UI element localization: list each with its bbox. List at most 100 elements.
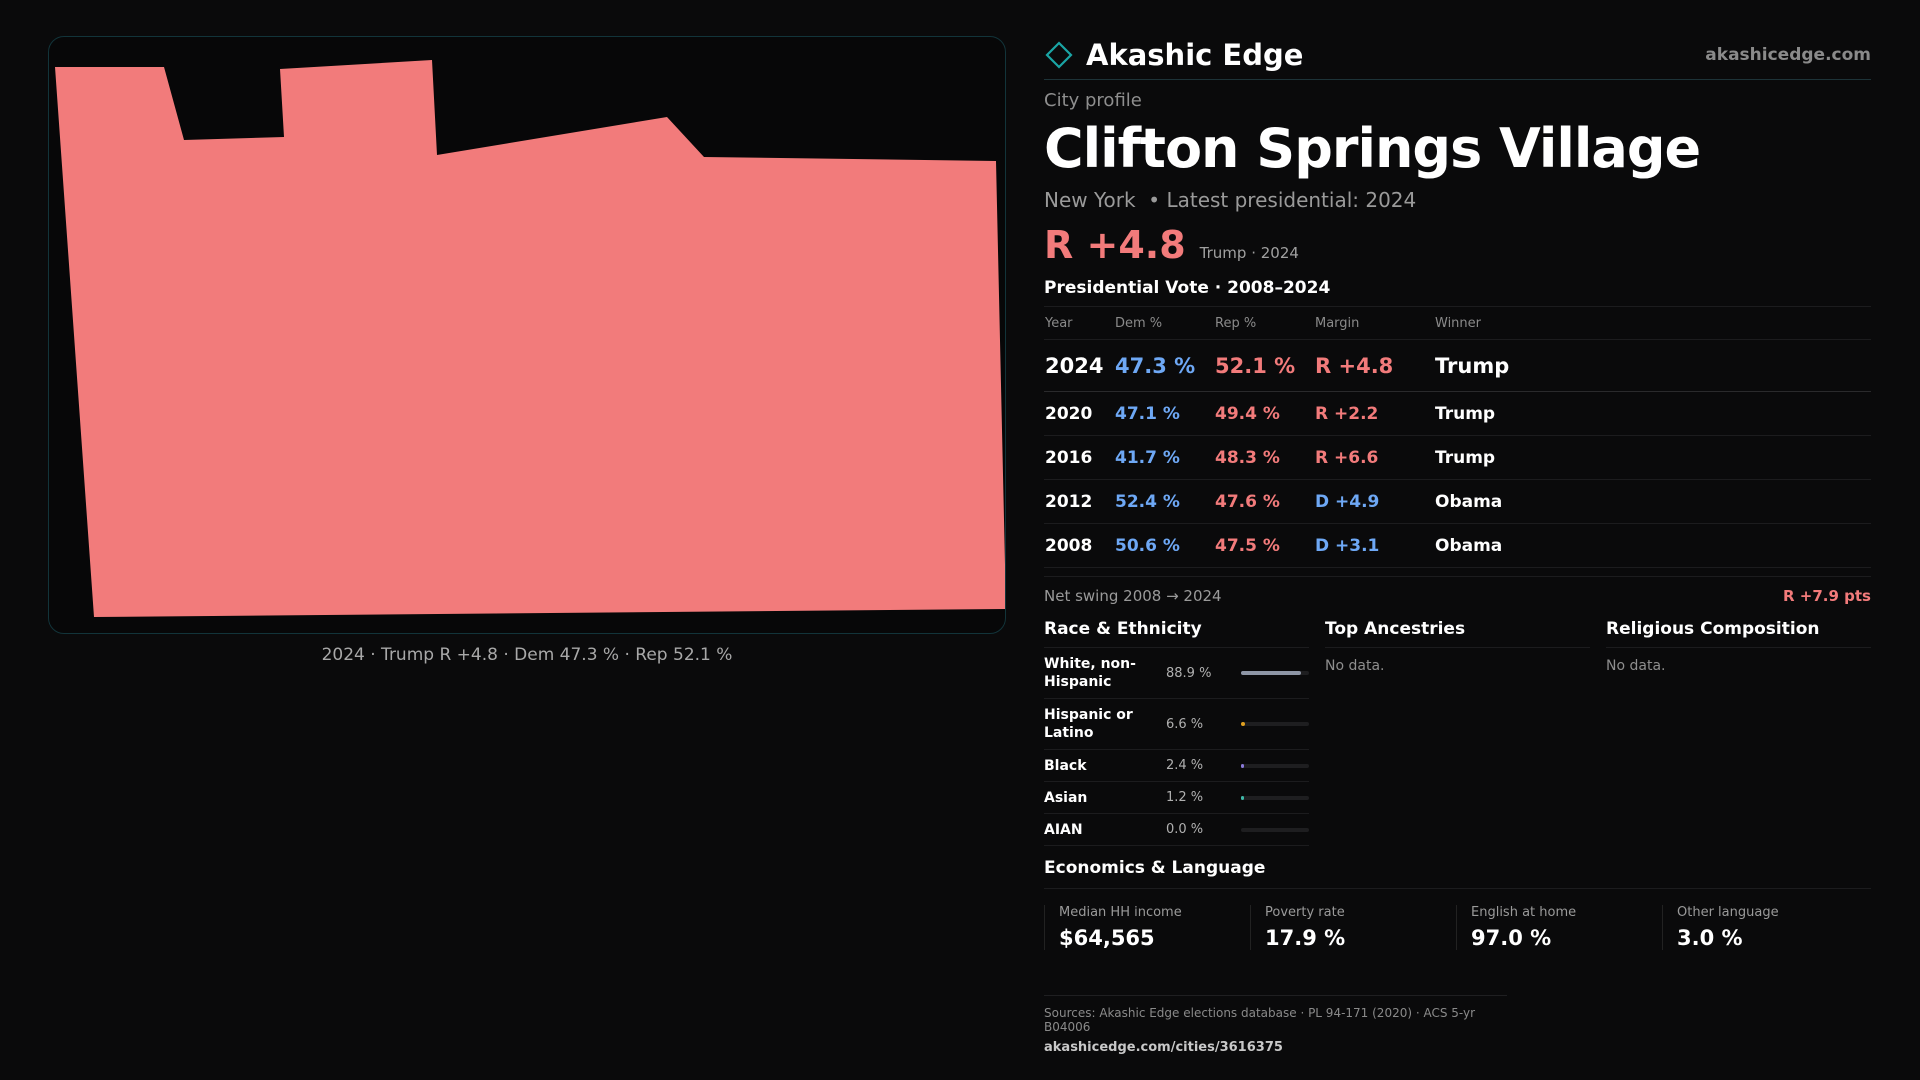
dem-cell: 41.7 %	[1114, 435, 1214, 480]
year-cell: 2024	[1044, 339, 1114, 392]
dem-cell: 52.4 %	[1114, 479, 1214, 524]
race-list: White, non-Hispanic 88.9 % Hispanic or Lat…	[1044, 648, 1309, 846]
race-bar	[1241, 795, 1309, 800]
winner-cell: Trump	[1434, 391, 1871, 436]
rep-cell: 48.3 %	[1214, 435, 1314, 480]
econ-card-income: Median HH income $64,565	[1044, 905, 1250, 950]
year-cell: 2020	[1044, 391, 1114, 436]
econ-value: 97.0 %	[1471, 926, 1552, 950]
margin-cell: R +4.8	[1314, 339, 1434, 392]
econ-label: Poverty rate	[1265, 905, 1345, 920]
margin-cell: R +6.6	[1314, 435, 1434, 480]
race-bar-fill	[1241, 722, 1246, 726]
table-row: 2012 52.4 % 47.6 % D +4.9 Obama	[1044, 479, 1871, 524]
diamond-logo-icon	[1045, 40, 1073, 69]
demographics-columns: Race & Ethnicity White, non-Hispanic 88.9…	[1044, 619, 1871, 846]
race-percent: 6.6 %	[1166, 716, 1204, 732]
year-cell: 2016	[1044, 435, 1114, 480]
footer: Sources: Akashic Edge elections database…	[1044, 995, 1507, 1055]
econ-card-english: English at home 97.0 %	[1456, 905, 1662, 950]
economics-cards: Median HH income $64,565 Poverty rate 17…	[1044, 905, 1871, 950]
winner-cell: Trump	[1434, 339, 1871, 392]
header: Akashic Edge akashicedge.com	[1044, 30, 1871, 80]
net-swing-label: Net swing 2008 → 2024	[1044, 587, 1222, 605]
table-row: 2016 41.7 % 48.3 % R +6.6 Trump	[1044, 435, 1871, 480]
race-label: Black	[1044, 757, 1087, 774]
race-row: AIAN 0.0 %	[1044, 814, 1309, 846]
religion-section-title: Religious Composition	[1606, 619, 1871, 648]
religion-section: Religious Composition No data.	[1606, 619, 1871, 846]
race-row: Black 2.4 %	[1044, 750, 1309, 782]
net-swing: Net swing 2008 → 2024 R +7.9 pts	[1044, 576, 1871, 605]
race-row: Hispanic or Latino 6.6 %	[1044, 699, 1309, 750]
race-label: Asian	[1044, 789, 1088, 806]
race-percent: 2.4 %	[1166, 758, 1204, 773]
race-label: AIAN	[1044, 821, 1083, 838]
net-swing-value: R +7.9 pts	[1783, 587, 1871, 605]
race-row: White, non-Hispanic 88.9 %	[1044, 648, 1309, 699]
margin-cell: R +2.2	[1314, 391, 1434, 436]
econ-card-other-language: Other language 3.0 %	[1662, 905, 1868, 950]
religion-empty: No data.	[1606, 658, 1666, 674]
ancestry-empty: No data.	[1325, 658, 1385, 674]
race-bar	[1241, 827, 1309, 832]
header-winner: Winner	[1434, 307, 1871, 340]
econ-value: 3.0 %	[1677, 926, 1743, 950]
table-row: 2020 47.1 % 49.4 % R +2.2 Trump	[1044, 391, 1871, 436]
header-dem: Dem %	[1114, 307, 1214, 340]
vote-table-header: Year Dem % Rep % Margin Winner	[1044, 307, 1871, 340]
race-section-title: Race & Ethnicity	[1044, 619, 1309, 648]
winner-cell: Trump	[1434, 435, 1871, 480]
race-percent: 0.0 %	[1166, 822, 1204, 837]
race-bar	[1241, 763, 1309, 768]
header-rep: Rep %	[1214, 307, 1314, 340]
econ-label: Median HH income	[1059, 905, 1182, 920]
brand-url-link[interactable]: akashicedge.com	[1705, 44, 1871, 65]
page-eyebrow: City profile	[1044, 90, 1142, 111]
race-row: Asian 1.2 %	[1044, 782, 1309, 814]
rep-cell: 52.1 %	[1214, 339, 1314, 392]
headline-margin: R +4.8 Trump · 2024	[1044, 226, 1871, 264]
dem-cell: 50.6 %	[1114, 523, 1214, 568]
margin-cell: D +4.9	[1314, 479, 1434, 524]
rep-cell: 47.6 %	[1214, 479, 1314, 524]
race-bar-fill	[1241, 795, 1244, 800]
brand[interactable]: Akashic Edge	[1044, 38, 1303, 72]
headline-margin-value: R +4.8	[1044, 223, 1186, 267]
winner-cell: Obama	[1434, 523, 1871, 568]
margin-cell: D +3.1	[1314, 523, 1434, 568]
ancestry-section-title: Top Ancestries	[1325, 619, 1590, 648]
vote-section-title: Presidential Vote · 2008–2024	[1044, 278, 1871, 307]
page-title: Clifton Springs Village	[1044, 117, 1701, 180]
table-row: 2024 47.3 % 52.1 % R +4.8 Trump	[1044, 339, 1871, 392]
table-row: 2008 50.6 % 47.5 % D +3.1 Obama	[1044, 523, 1871, 568]
headline-margin-note: Trump · 2024	[1199, 244, 1299, 262]
sources-text: Sources: Akashic Edge elections database…	[1044, 1006, 1476, 1034]
map-caption: 2024 · Trump R +4.8 · Dem 47.3 % · Rep 5…	[321, 645, 733, 665]
econ-label: Other language	[1677, 905, 1779, 920]
race-bar	[1241, 722, 1309, 726]
race-bar-fill	[1241, 763, 1244, 768]
race-label: Hispanic or Latino	[1044, 707, 1133, 741]
vote-table: Year Dem % Rep % Margin Winner 2024 47.3…	[1044, 307, 1871, 568]
race-section: Race & Ethnicity White, non-Hispanic 88.9…	[1044, 619, 1309, 846]
ancestry-section: Top Ancestries No data.	[1325, 619, 1590, 846]
econ-card-poverty: Poverty rate 17.9 %	[1250, 905, 1456, 950]
race-percent: 1.2 %	[1166, 790, 1204, 805]
rep-cell: 49.4 %	[1214, 391, 1314, 436]
brand-name: Akashic Edge	[1086, 37, 1304, 72]
page-url-link[interactable]: akashicedge.com/cities/3616375	[1044, 1040, 1283, 1055]
race-percent: 88.9 %	[1166, 665, 1212, 681]
rep-cell: 47.5 %	[1214, 523, 1314, 568]
city-boundary-shape[interactable]	[55, 60, 1006, 617]
year-cell: 2012	[1044, 479, 1114, 524]
state-subline: New York • Latest presidential: 2024	[1044, 188, 1417, 212]
profile-panel: Akashic Edge akashicedge.com City profil…	[1044, 30, 1871, 950]
header-year: Year	[1044, 307, 1114, 340]
map-panel	[48, 36, 1006, 634]
year-cell: 2008	[1044, 523, 1114, 568]
econ-value: $64,565	[1059, 926, 1155, 950]
economics-section-title: Economics & Language	[1044, 858, 1871, 889]
race-bar-fill	[1241, 671, 1302, 675]
header-margin: Margin	[1314, 307, 1434, 340]
